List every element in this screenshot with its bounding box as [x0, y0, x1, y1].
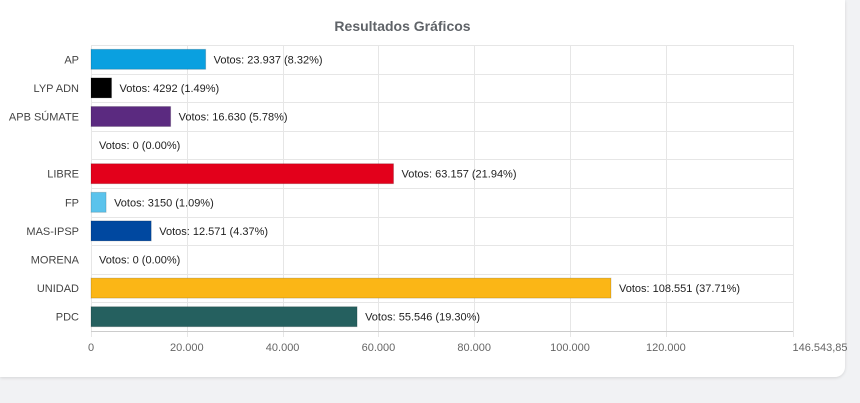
bar-data-label: Votos: 108.551 (37.71%)	[619, 283, 740, 295]
bar-data-label: Votos: 3150 (1.09%)	[114, 197, 214, 209]
y-category-label: MORENA	[31, 255, 80, 267]
x-tick-label: 80.000	[457, 342, 491, 354]
bar	[90, 163, 395, 185]
chart-title: Resultados Gráficos	[334, 18, 471, 34]
y-category-label: APB SÚMATE	[9, 111, 79, 124]
bar	[90, 48, 207, 70]
x-tick-label: 100.000	[550, 342, 590, 354]
y-category-label: AP	[64, 54, 79, 66]
bar	[90, 191, 107, 213]
y-category-label: LIBRE	[47, 169, 79, 181]
bar-data-label: Votos: 55.546 (19.30%)	[365, 312, 480, 324]
x-tick-label: 20.000	[170, 342, 204, 354]
bar	[90, 277, 612, 299]
bar-data-label: Votos: 23.937 (8.32%)	[214, 54, 323, 66]
bar	[90, 220, 152, 242]
x-tick-label: 40.000	[266, 342, 300, 354]
bar	[90, 306, 358, 328]
bar-data-label: Votos: 4292 (1.49%)	[120, 83, 220, 95]
x-tick-label: 120.000	[646, 342, 686, 354]
y-category-label: UNIDAD	[37, 283, 79, 295]
bar-data-label: Votos: 16.630 (5.78%)	[179, 112, 288, 124]
y-category-label: MAS-IPSP	[26, 226, 79, 238]
bar-data-label: Votos: 0 (0.00%)	[99, 255, 180, 267]
y-category-label: PDC	[56, 312, 79, 324]
y-category-label: FP	[65, 197, 79, 209]
x-tick-label: 0	[88, 342, 94, 354]
y-category-label: LYP ADN	[34, 83, 80, 95]
bar-data-label: Votos: 63.157 (21.94%)	[402, 169, 517, 181]
bar	[90, 77, 113, 99]
bar-data-label: Votos: 0 (0.00%)	[99, 140, 180, 152]
bar	[90, 106, 172, 127]
x-tick-label: 146.543,85	[792, 342, 847, 354]
x-tick-label: 60.000	[362, 342, 396, 354]
bar-data-label: Votos: 12.571 (4.37%)	[159, 226, 268, 238]
